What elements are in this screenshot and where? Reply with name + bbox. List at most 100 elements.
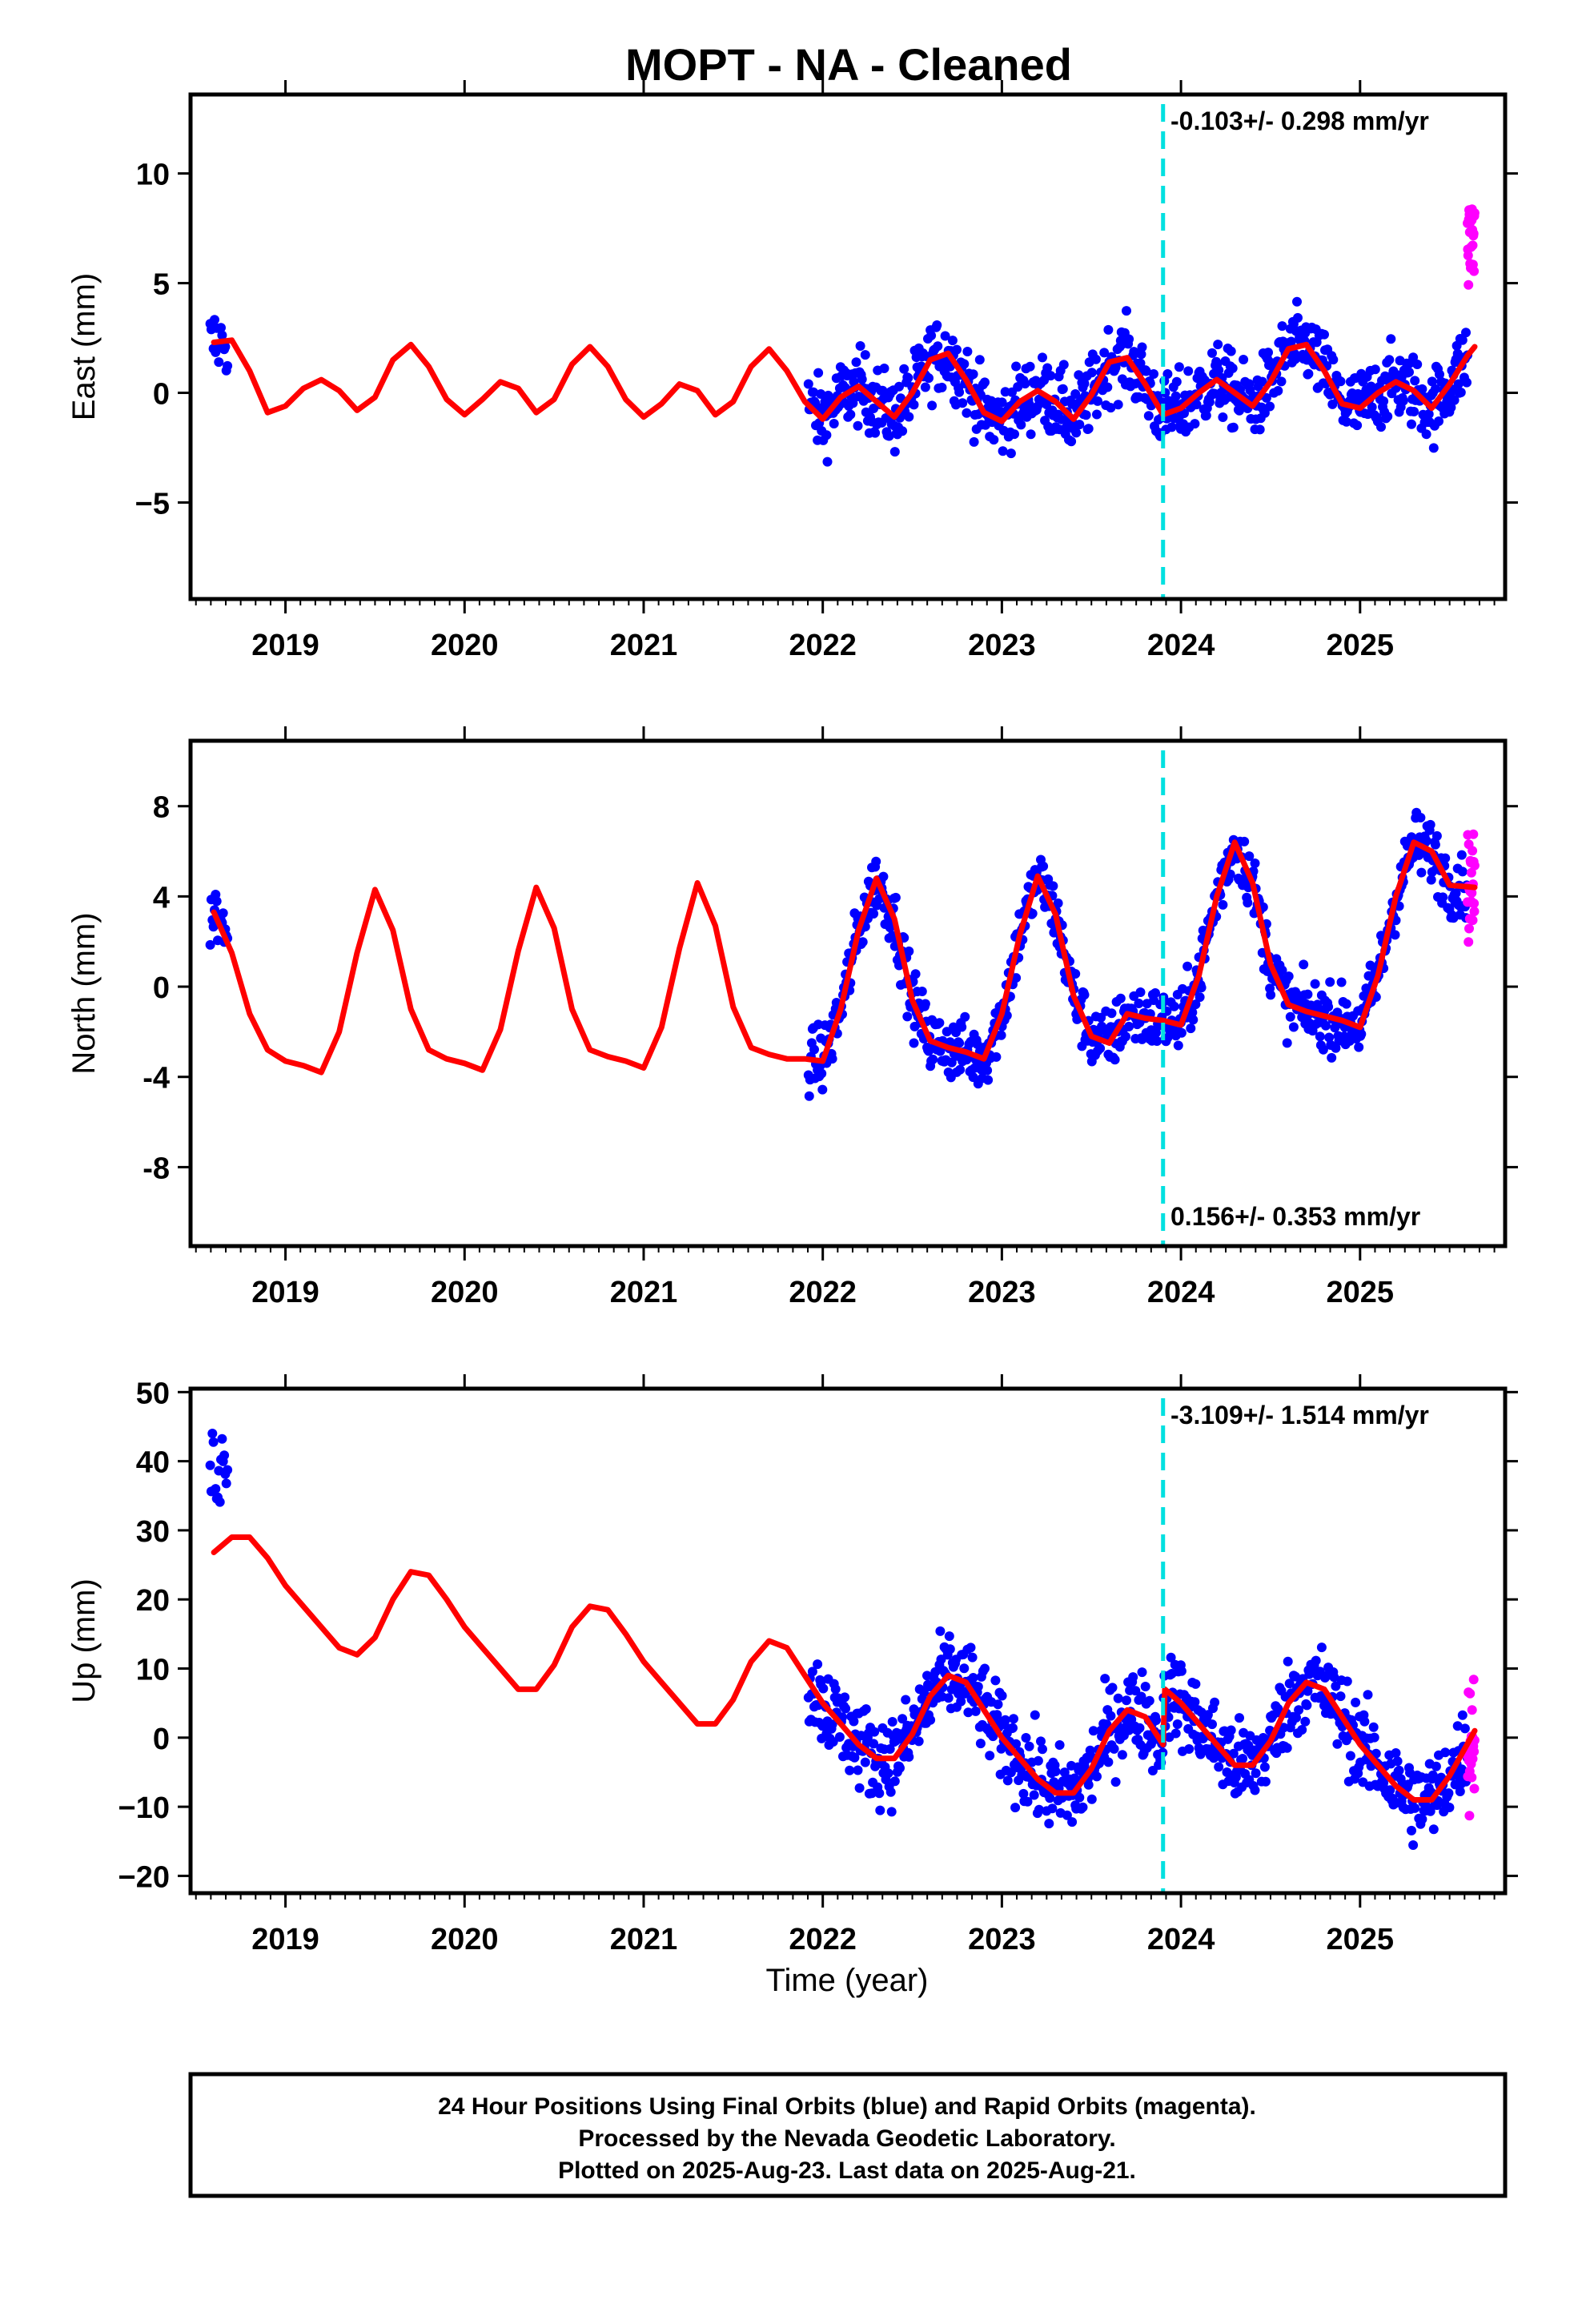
east-point [1213, 340, 1223, 350]
up-point [223, 1465, 233, 1475]
north-point [1150, 988, 1160, 998]
east-point [1042, 363, 1053, 373]
east-point [1410, 376, 1420, 386]
east-point [1129, 347, 1139, 357]
up-point [897, 1714, 908, 1724]
up-point [1329, 1672, 1339, 1683]
up-y-axis-title: Up (mm) [66, 1578, 102, 1703]
east-point [813, 368, 824, 378]
up-point [1455, 1787, 1465, 1796]
east-point [899, 364, 909, 374]
up-point [207, 1429, 218, 1438]
north-point [1327, 1052, 1337, 1063]
east-point [1137, 342, 1147, 352]
up-point [854, 1783, 865, 1793]
east-point [1423, 409, 1434, 420]
east-frame [188, 92, 1508, 601]
up-point [1444, 1803, 1455, 1812]
up-point [1030, 1710, 1040, 1720]
east-point [1102, 382, 1113, 392]
up-point [1342, 1676, 1352, 1687]
north-point [1011, 973, 1022, 983]
east-point [954, 387, 965, 397]
east-rapid-point [1468, 240, 1478, 251]
east-point [1135, 358, 1146, 368]
north-point [1176, 1027, 1186, 1038]
east-point [1239, 355, 1249, 364]
up-point [1207, 1719, 1217, 1730]
up-rapid-point [1469, 1747, 1480, 1757]
up-point [1110, 1777, 1121, 1787]
up-point [1050, 1767, 1061, 1776]
up-xtick-label: 2020 [431, 1923, 499, 1956]
north-point [996, 1030, 1006, 1040]
north-point [960, 1011, 970, 1022]
north-point [1244, 851, 1255, 862]
east-rapid-orbit-points [1463, 204, 1480, 290]
north-point [1318, 1044, 1328, 1055]
east-point [1409, 407, 1419, 416]
up-ytick-label: 10 [136, 1654, 170, 1687]
east-point [1071, 428, 1082, 438]
north-point [1416, 867, 1427, 878]
up-point [1136, 1691, 1146, 1702]
up-point [1394, 1765, 1404, 1775]
up-point [1009, 1714, 1018, 1724]
north-point [1415, 813, 1426, 822]
up-point [1408, 1840, 1419, 1850]
east-point [1398, 396, 1408, 406]
up-xtick-label: 2019 [251, 1923, 319, 1956]
east-point [1079, 379, 1090, 388]
up-point [1371, 1748, 1381, 1759]
north-ytick-label: -4 [143, 1062, 170, 1096]
up-point [1335, 1691, 1346, 1702]
east-point [1038, 352, 1047, 363]
east-point [897, 426, 908, 436]
up-point [1078, 1802, 1088, 1812]
up-rapid-point [1468, 1754, 1478, 1764]
north-point [991, 1051, 1002, 1062]
north-rapid-point [1466, 867, 1476, 878]
east-point [853, 420, 863, 431]
up-point [1226, 1725, 1236, 1735]
north-point [1110, 1055, 1120, 1065]
north-xtick-label: 2020 [431, 1276, 499, 1309]
east-point [1376, 422, 1386, 432]
east-point [1255, 424, 1265, 435]
up-ytick-label: 20 [136, 1584, 170, 1618]
up-point [1059, 1767, 1070, 1778]
north-point [968, 1072, 978, 1083]
east-ytick-label: 5 [153, 268, 170, 302]
up-point [1140, 1682, 1150, 1691]
north-point [1186, 1023, 1196, 1034]
north-point [1195, 992, 1205, 1003]
north-xtick-label: 2024 [1147, 1276, 1215, 1309]
up-point [963, 1707, 974, 1718]
east-point [870, 428, 881, 438]
east-point [1456, 388, 1466, 397]
north-point [1187, 1007, 1198, 1018]
up-point [959, 1663, 970, 1674]
north-point [817, 1084, 828, 1095]
up-point [1291, 1712, 1301, 1723]
north-rapid-point [1467, 888, 1477, 898]
east-point [1214, 365, 1224, 376]
up-point [944, 1631, 954, 1642]
up-point [1300, 1716, 1311, 1727]
east-point [1335, 376, 1346, 387]
north-point [1451, 888, 1461, 899]
north-point [1134, 999, 1144, 1008]
north-rapid-point [1468, 915, 1478, 926]
north-final-orbit-points [205, 807, 1472, 1101]
east-point [214, 357, 224, 368]
east-point [904, 412, 914, 422]
east-rapid-point [1468, 228, 1479, 239]
north-point [1457, 866, 1468, 877]
up-point [1047, 1803, 1058, 1814]
east-point [1106, 403, 1116, 413]
up-point [830, 1684, 841, 1695]
up-rapid-point [1465, 1688, 1476, 1699]
up-point [849, 1752, 860, 1763]
east-point [903, 372, 913, 383]
north-point [827, 1054, 837, 1064]
